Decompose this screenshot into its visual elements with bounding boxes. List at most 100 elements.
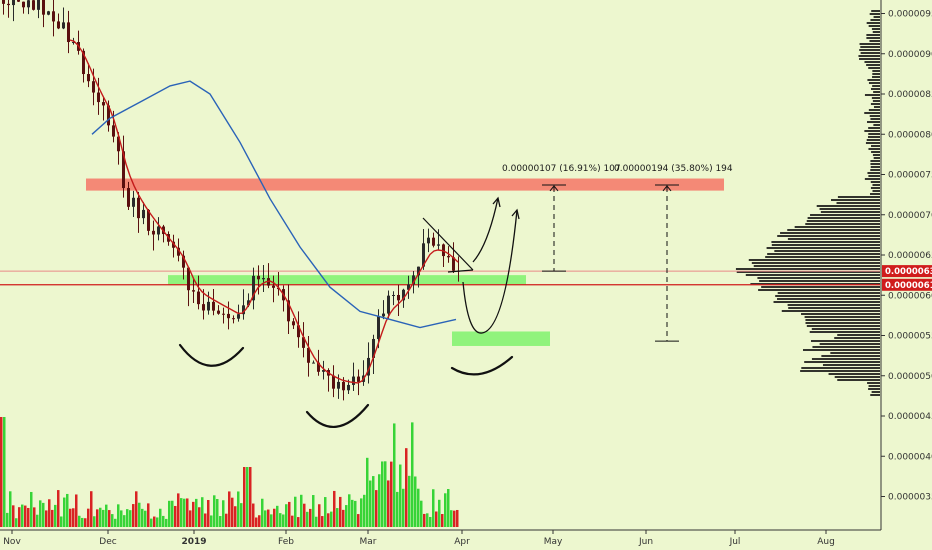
candle-body <box>422 243 425 267</box>
candle-body <box>322 370 325 372</box>
volume-bar <box>285 504 288 527</box>
x-tick-label: Dec <box>99 537 116 547</box>
candle-body <box>192 290 195 292</box>
profile-bar <box>872 100 880 102</box>
profile-bar <box>868 385 880 387</box>
candle-body <box>102 102 105 106</box>
candle-body <box>22 1 25 8</box>
volume-bar <box>315 516 318 527</box>
measure-label-1: 0.00000107 (16.91%) 107 <box>502 164 621 174</box>
volume-bar <box>423 513 426 527</box>
volume-bar <box>294 496 297 527</box>
volume-bar <box>324 497 327 527</box>
price-badge-label-2: 0.00000613 <box>885 281 932 291</box>
profile-bar <box>774 250 880 252</box>
profile-bar <box>872 190 880 192</box>
profile-bar <box>871 10 880 12</box>
profile-bar <box>869 193 880 195</box>
profile-bar <box>801 367 880 369</box>
volume-bar <box>291 515 294 527</box>
volume-bar <box>147 503 150 527</box>
volume-bar <box>12 505 15 527</box>
volume-bar <box>300 494 303 527</box>
candles <box>2 0 460 401</box>
volume-bar <box>144 510 147 527</box>
volume-bar <box>303 503 306 527</box>
volume-bar <box>444 493 447 527</box>
volume-bar <box>132 504 135 527</box>
profile-bar <box>872 85 880 87</box>
volume-bar <box>75 494 78 527</box>
volume-bar <box>180 498 183 527</box>
candle-body <box>392 294 395 296</box>
x-tick-label: Aug <box>817 537 835 547</box>
candle-body <box>377 316 380 339</box>
volume-bar <box>375 490 378 527</box>
y-tick-label: 0.00000350 <box>888 493 932 503</box>
candle-body <box>352 376 355 385</box>
volume-bar <box>306 511 309 527</box>
volume-bar <box>450 510 453 527</box>
profile-bar <box>777 235 880 237</box>
volume-bar <box>321 516 324 527</box>
x-tick-label: Apr <box>454 537 470 547</box>
candle-body <box>157 226 160 235</box>
volume-bar <box>213 495 216 527</box>
candle-body <box>32 0 35 10</box>
volume-bar <box>51 509 54 527</box>
profile-bar <box>873 16 880 18</box>
arrow-1-head <box>492 196 501 208</box>
profile-bar <box>870 187 880 189</box>
volume-bar <box>441 514 444 527</box>
profile-bar <box>787 229 880 231</box>
profile-bar <box>868 82 880 84</box>
y-tick-label: 0.00000550 <box>888 332 932 342</box>
profile-bar <box>864 178 880 180</box>
candle-body <box>207 301 210 311</box>
volume-bar <box>198 507 201 527</box>
profile-bar <box>866 139 880 141</box>
volume-bar <box>288 501 291 527</box>
volume-bar <box>54 504 57 527</box>
profile-bar <box>781 310 880 312</box>
volume-bar <box>348 494 351 527</box>
profile-bar <box>758 289 880 291</box>
candle-body <box>252 275 255 301</box>
profile-bar <box>868 148 880 150</box>
volume-bar <box>408 475 411 527</box>
profile-bar <box>872 76 880 78</box>
candle-body <box>62 22 65 29</box>
profile-bar <box>750 283 880 285</box>
wedge-top <box>422 217 474 271</box>
volume-bar <box>237 491 240 527</box>
volume-bar <box>111 514 114 527</box>
volume-bar <box>330 511 333 527</box>
volume-bar <box>339 496 342 527</box>
volume-bar <box>0 417 3 527</box>
profile-bar <box>751 262 880 264</box>
candle-body <box>242 305 245 315</box>
x-tick-label: Feb <box>278 537 294 547</box>
profile-bar <box>801 313 880 315</box>
volume-bar <box>351 499 354 527</box>
volume-bar <box>435 511 438 527</box>
candle-body <box>447 256 450 258</box>
profile-bar <box>834 376 880 378</box>
volume-bar <box>246 467 249 527</box>
y-tick-label: 0.00000800 <box>888 130 932 140</box>
profile-bar <box>873 124 880 126</box>
y-tick-label: 0.00000450 <box>888 412 932 422</box>
candle-body <box>427 237 430 244</box>
profile-bar <box>794 226 880 228</box>
price-badge-label-1: 0.00000630 <box>885 267 932 277</box>
candle-body <box>67 22 70 43</box>
profile-bar <box>870 160 880 162</box>
volume-bar <box>30 491 33 527</box>
y-tick-label: 0.00000600 <box>888 291 932 301</box>
volume-bar <box>150 518 153 527</box>
measure-arrowhead-1 <box>549 185 559 192</box>
volume-bar <box>126 509 129 527</box>
volume-bar <box>162 515 165 527</box>
